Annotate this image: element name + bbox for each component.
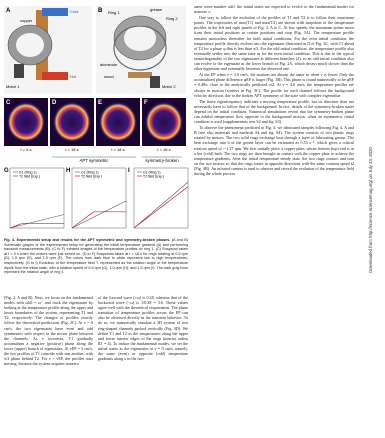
paragraph: same wave number ωk0, the initial states… bbox=[194, 4, 354, 14]
cold-bath bbox=[42, 8, 68, 16]
paragraph: The finite eigenfrequency indicates a mo… bbox=[194, 99, 354, 124]
time-label: t = 18 s bbox=[157, 147, 170, 152]
label: Hot bbox=[70, 74, 77, 79]
left-column-2: of the forward wave (+ω) is 0.28, wherea… bbox=[98, 295, 188, 362]
field-curve bbox=[134, 187, 188, 228]
label: Motor 2 bbox=[162, 84, 176, 89]
paragraph: To observe the phenomena predicted in Fi… bbox=[194, 125, 354, 176]
panel-letter: F bbox=[144, 100, 148, 106]
paragraph: At the EP when v = 3.0 cm/s, the motions… bbox=[194, 72, 354, 97]
label: Motor 1 bbox=[6, 84, 20, 89]
label: copper bbox=[20, 18, 33, 23]
legend-label: T2 field (Exp.) bbox=[143, 174, 164, 178]
ring-hole bbox=[124, 25, 156, 51]
motor-1 bbox=[14, 64, 24, 78]
panel-letter: C bbox=[6, 100, 11, 106]
time-label: t = 18 s bbox=[111, 147, 124, 152]
ring-curve bbox=[134, 182, 188, 228]
label: wood bbox=[104, 74, 114, 79]
label: Ring 1 bbox=[108, 10, 120, 15]
label: aluminum bbox=[100, 62, 118, 67]
paragraph: (Fig. 2, A and B). Next, we focus on the… bbox=[4, 295, 93, 366]
left-column-1: (Fig. 2, A and B). Next, we focus on the… bbox=[4, 295, 93, 367]
time-label: t = 0 s bbox=[20, 147, 31, 152]
ring-curve bbox=[72, 201, 126, 228]
panel-letter: A bbox=[6, 8, 11, 14]
legend-label: T2 field (Exp.) bbox=[81, 174, 102, 178]
panel-letter: G bbox=[4, 168, 9, 174]
panel-letter: D bbox=[52, 100, 57, 106]
wood bbox=[128, 72, 152, 78]
motor-2 bbox=[150, 76, 160, 88]
thermal-ring bbox=[53, 102, 91, 142]
right-column: same wave number ωk0, the initial states… bbox=[194, 4, 354, 177]
phase-label: symmetry-broken bbox=[145, 158, 179, 163]
side-note: Downloaded from http://science.sciencema… bbox=[368, 147, 373, 273]
phase-label: APT symmetric bbox=[79, 158, 109, 163]
label: grease bbox=[150, 7, 163, 12]
label: Ring 2 bbox=[166, 16, 178, 21]
legend-label: T2 field (Exp.) bbox=[19, 174, 40, 178]
caption-body: (A and B) Schematic graphs of the experi… bbox=[4, 238, 188, 274]
page: {"figure": { "panel_a": {"letter": "A", … bbox=[0, 0, 385, 438]
ring-curve bbox=[10, 215, 64, 229]
paragraph: of the forward wave (+ω) is 0.28, wherea… bbox=[98, 295, 188, 361]
thermal-ring bbox=[99, 102, 137, 142]
figure: A copper Cold Hot Motor 1 B Ring 1 greas… bbox=[0, 0, 190, 236]
thermal-ring bbox=[145, 102, 183, 142]
field-curve bbox=[10, 223, 64, 228]
label: Cold bbox=[70, 9, 78, 14]
thermal-row: Ct = 0 s Dt = 18 s Et = 18 s Ft = 18 s APT s… bbox=[4, 98, 186, 163]
panel-letter: E bbox=[98, 100, 102, 106]
time-label: t = 18 s bbox=[65, 147, 78, 152]
caption-title: Fig. 4. Experimental setup and results f… bbox=[4, 238, 170, 242]
hot-bath bbox=[42, 72, 68, 80]
panel-letter: B bbox=[98, 8, 103, 14]
ring-hole bbox=[16, 33, 44, 57]
caption: Fig. 4. Experimental setup and results f… bbox=[4, 238, 188, 275]
panel-letter: H bbox=[66, 168, 70, 174]
side-note-wrap: Downloaded from http://science.sciencema… bbox=[366, 20, 376, 400]
paragraph: One way to follow the evolution of the p… bbox=[194, 15, 354, 71]
thermal-ring bbox=[7, 102, 45, 142]
panel-letter: I bbox=[128, 168, 130, 174]
